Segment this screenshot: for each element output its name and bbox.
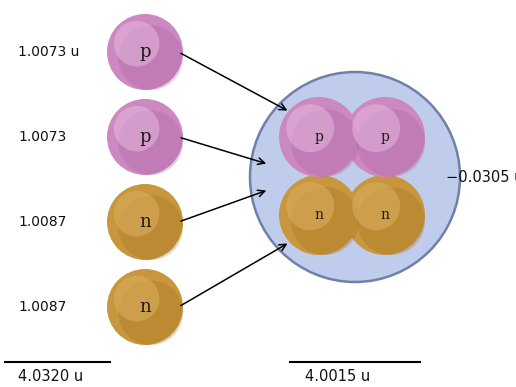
Text: −0.0305 u: −0.0305 u bbox=[446, 170, 516, 185]
Text: 4.0015 u: 4.0015 u bbox=[305, 369, 370, 384]
Text: p: p bbox=[315, 130, 324, 144]
Text: n: n bbox=[380, 208, 390, 222]
Text: 1.0087: 1.0087 bbox=[18, 300, 67, 314]
Circle shape bbox=[114, 191, 159, 236]
Text: n: n bbox=[139, 298, 151, 316]
Circle shape bbox=[118, 26, 183, 90]
Circle shape bbox=[107, 14, 183, 90]
Text: p: p bbox=[139, 43, 151, 61]
Circle shape bbox=[118, 281, 183, 345]
Text: 1.0087: 1.0087 bbox=[18, 215, 67, 229]
Circle shape bbox=[107, 269, 183, 345]
Circle shape bbox=[279, 175, 359, 255]
Circle shape bbox=[114, 276, 159, 322]
Circle shape bbox=[357, 187, 425, 255]
Circle shape bbox=[357, 109, 425, 177]
Circle shape bbox=[114, 21, 159, 67]
Circle shape bbox=[345, 175, 425, 255]
Circle shape bbox=[107, 99, 183, 175]
Text: n: n bbox=[139, 213, 151, 231]
Circle shape bbox=[250, 72, 460, 282]
Circle shape bbox=[107, 184, 183, 260]
Text: p: p bbox=[381, 130, 390, 144]
Text: n: n bbox=[314, 208, 324, 222]
Text: p: p bbox=[139, 128, 151, 146]
Circle shape bbox=[114, 106, 159, 151]
Circle shape bbox=[345, 97, 425, 177]
Text: 4.0320 u: 4.0320 u bbox=[18, 369, 83, 384]
Circle shape bbox=[291, 109, 359, 177]
Text: 1.0073: 1.0073 bbox=[18, 130, 66, 144]
Circle shape bbox=[118, 195, 183, 260]
Circle shape bbox=[286, 104, 334, 152]
Circle shape bbox=[279, 97, 359, 177]
Circle shape bbox=[291, 187, 359, 255]
Text: 1.0073 u: 1.0073 u bbox=[18, 45, 79, 59]
Circle shape bbox=[352, 104, 400, 152]
Circle shape bbox=[118, 110, 183, 175]
Circle shape bbox=[286, 182, 334, 230]
Circle shape bbox=[352, 182, 400, 230]
